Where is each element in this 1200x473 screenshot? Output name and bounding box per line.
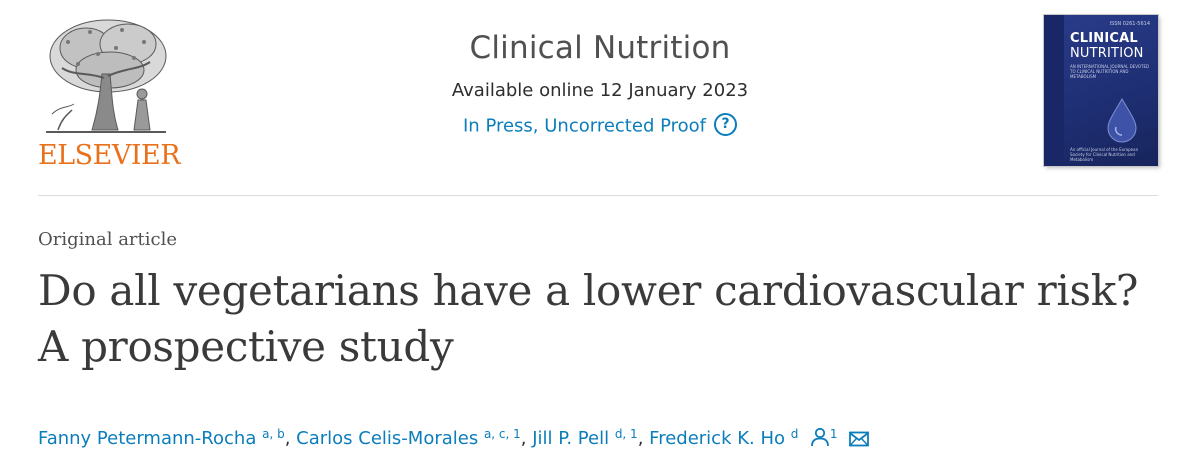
status-text[interactable]: In Press, Uncorrected Proof (463, 115, 706, 137)
article-type-label: Original article (38, 229, 178, 250)
cover-title-line1: CLINICAL (1070, 31, 1138, 46)
author-affiliation[interactable]: a, b (262, 427, 285, 441)
person-icon[interactable] (810, 427, 830, 452)
author-separator: , (520, 428, 533, 449)
author-link[interactable]: Fanny Petermann-Rocha a, b (38, 427, 285, 449)
author-separator: , (284, 428, 297, 449)
article-title: Do all vegetarians have a lower cardiova… (38, 266, 1139, 371)
cover-side-strip (1044, 15, 1064, 166)
envelope-icon[interactable] (849, 431, 869, 452)
author-link[interactable]: Carlos Celis-Morales a, c, 1 (296, 427, 521, 449)
author-name: Jill P. Pell (532, 428, 610, 449)
author-link[interactable]: Jill P. Pell d, 1 (532, 427, 638, 449)
cover-title-line2: NUTRITION (1070, 46, 1144, 61)
cover-drop-icon (1107, 97, 1137, 143)
cover-subtitle: AN INTERNATIONAL JOURNAL DEVOTED TO CLIN… (1070, 64, 1150, 79)
elsevier-wordmark: ELSEVIER (38, 140, 181, 171)
author-name: Frederick K. Ho (649, 428, 786, 449)
author-name: Carlos Celis-Morales (296, 428, 479, 449)
author-list: Fanny Petermann-Rocha a, b, Carlos Celis… (38, 427, 1178, 452)
header-divider (38, 195, 1158, 196)
available-online-date: Available online 12 January 2023 (451, 80, 749, 101)
elsevier-tree-icon (46, 19, 167, 133)
help-circle-icon[interactable]: ? (714, 113, 737, 136)
elsevier-logo[interactable]: ELSEVIER (38, 14, 181, 171)
author-affiliation[interactable]: d, 1 (614, 427, 638, 441)
journal-title-link[interactable]: Clinical Nutrition (469, 30, 731, 66)
journal-cover-image[interactable]: ISSN 0261-5614 CLINICAL NUTRITION AN INT… (1044, 15, 1158, 166)
author-separator: , (637, 428, 650, 449)
cover-issn: ISSN 0261-5614 (1109, 21, 1150, 27)
article-status: In Press, Uncorrected Proof? (300, 113, 900, 138)
corresponding-mark[interactable]: 1 (829, 427, 838, 441)
cover-footer-text: An official Journal of the European Soci… (1070, 147, 1139, 162)
journal-info: Clinical Nutrition Available online 12 J… (300, 30, 900, 138)
author-name: Fanny Petermann-Rocha (38, 428, 257, 449)
author-affiliation[interactable]: d (790, 427, 799, 441)
author-affiliation[interactable]: a, c, 1 (483, 427, 521, 441)
author-link[interactable]: Frederick K. Ho d (649, 427, 799, 449)
article-header: ELSEVIER Clinical Nutrition Available on… (0, 0, 1200, 196)
